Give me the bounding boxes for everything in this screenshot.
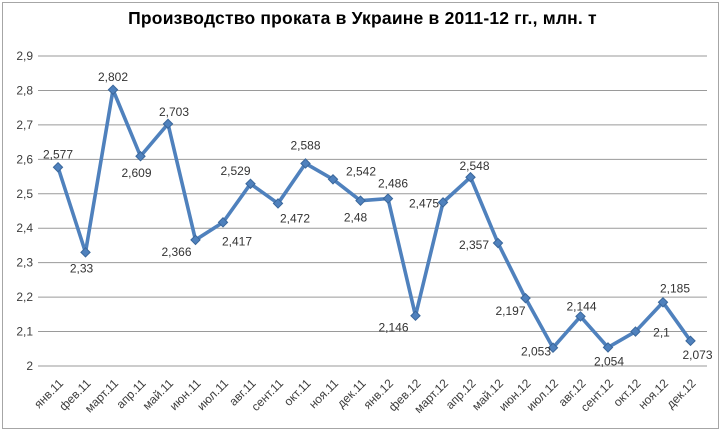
x-tick-label: дек.12 — [664, 376, 699, 411]
data-point-label: 2,48 — [344, 211, 368, 225]
data-point-marker — [80, 247, 91, 258]
y-tick-label: 2,2 — [16, 290, 33, 304]
data-point-marker — [630, 326, 641, 337]
data-series-line — [56, 87, 693, 350]
data-point-marker — [657, 296, 669, 308]
data-point-label: 2,185 — [660, 281, 690, 295]
chart-frame — [2, 2, 719, 429]
data-point-marker — [520, 292, 531, 304]
y-tick-label: 2,6 — [16, 152, 33, 166]
data-point-label: 2,588 — [290, 138, 320, 152]
data-point-label: 2,144 — [566, 299, 596, 313]
data-point-marker — [190, 234, 201, 246]
y-tick-label: 2,8 — [16, 83, 33, 97]
data-point-marker — [135, 150, 146, 162]
y-tick-label: 2,7 — [16, 118, 33, 132]
data-point-marker — [52, 161, 64, 173]
data-point-label: 2,1 — [653, 326, 670, 340]
data-point-label: 2,33 — [70, 261, 94, 275]
data-point-marker — [685, 335, 696, 347]
data-point-label: 2,146 — [378, 321, 408, 335]
x-tick-label: июл.12 — [524, 376, 562, 414]
data-point-marker — [355, 195, 366, 206]
data-point-label: 2,802 — [98, 70, 128, 84]
data-point-label: 2,357 — [459, 238, 489, 252]
x-tick-label: ноя.11 — [306, 376, 341, 411]
data-point-label: 2,417 — [222, 234, 252, 248]
data-point-marker — [107, 84, 119, 96]
data-point-label: 2,486 — [378, 177, 408, 191]
data-point-label: 2,073 — [682, 348, 712, 362]
y-tick-label: 2 — [26, 359, 33, 373]
data-point-marker — [382, 193, 394, 204]
data-point-marker — [245, 178, 256, 190]
data-point-marker — [575, 311, 586, 322]
x-tick-label: июл.11 — [194, 376, 231, 413]
y-tick-label: 2,9 — [16, 49, 33, 63]
data-point-marker — [437, 197, 449, 208]
y-tick-label: 2,3 — [16, 256, 33, 270]
data-point-label: 2,609 — [121, 166, 151, 180]
data-point-marker — [602, 342, 614, 353]
data-point-label: 2,053 — [521, 345, 551, 359]
data-point-label: 2,475 — [409, 196, 439, 210]
y-tick-label: 2,4 — [16, 221, 33, 235]
data-point-marker — [300, 158, 311, 169]
y-tick-label: 2,1 — [16, 325, 33, 339]
data-point-marker — [547, 342, 559, 354]
data-point-marker — [492, 237, 504, 249]
data-point-label: 2,542 — [346, 164, 376, 178]
data-point-label: 2,548 — [459, 159, 489, 173]
data-point-marker — [272, 198, 284, 209]
data-point-label: 2,472 — [280, 211, 310, 225]
y-tick-label: 2,5 — [16, 187, 33, 201]
data-point-label: 2,529 — [220, 164, 250, 178]
data-point-label: 2,054 — [594, 354, 624, 368]
data-point-marker — [410, 310, 421, 322]
data-point-label: 2,366 — [161, 245, 191, 259]
data-point-label: 2,703 — [159, 105, 189, 119]
data-point-marker — [217, 217, 229, 228]
data-point-marker — [327, 174, 339, 185]
data-point-label: 2,577 — [43, 147, 73, 161]
data-point-label: 2,197 — [495, 304, 525, 318]
data-point-marker — [162, 118, 174, 130]
x-tick-label: ноя.12 — [635, 376, 671, 412]
data-point-marker — [465, 171, 476, 183]
chart-title: Производство проката в Украине в 2011-12… — [128, 8, 597, 28]
